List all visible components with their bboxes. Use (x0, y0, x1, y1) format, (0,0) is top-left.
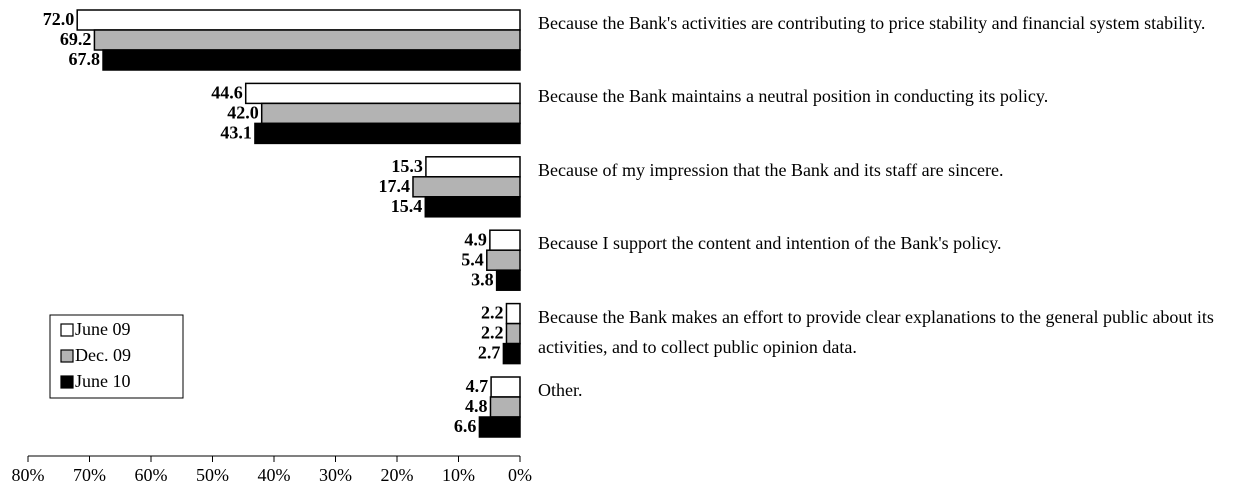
category-label: Because of my impression that the Bank a… (538, 159, 1004, 180)
bar (93, 29, 521, 51)
category-label: Because the Bank maintains a neutral pos… (538, 86, 1049, 107)
value-label: 17.4 (378, 176, 410, 196)
bar (478, 416, 521, 438)
bar (425, 156, 521, 178)
x-tick-label: 50% (196, 465, 229, 485)
value-label: 72.0 (43, 9, 75, 29)
value-label: 6.6 (454, 416, 477, 436)
bar (254, 122, 521, 145)
value-label: 15.3 (391, 156, 423, 176)
x-tick-label: 80% (12, 465, 45, 485)
bar (102, 49, 521, 71)
bar (424, 196, 521, 218)
bar (489, 229, 521, 251)
legend-swatch (60, 323, 74, 337)
x-tick-label: 0% (508, 465, 532, 485)
legend-label: Dec. 09 (75, 345, 131, 365)
value-label: 42.0 (227, 103, 259, 123)
category-label: Because I support the content and intent… (538, 233, 1002, 254)
bar (489, 396, 521, 418)
value-label: 44.6 (211, 83, 243, 103)
bar (412, 176, 521, 198)
legend-swatch (60, 349, 74, 363)
bar (495, 269, 521, 291)
value-label: 4.9 (464, 229, 487, 249)
value-label: 2.2 (481, 303, 504, 323)
bar (244, 82, 521, 105)
bar (486, 249, 521, 271)
value-label: 5.4 (461, 249, 484, 269)
value-label: 4.7 (466, 376, 489, 396)
bar (260, 102, 521, 125)
x-tick-label: 20% (381, 465, 414, 485)
value-label: 43.1 (220, 123, 252, 143)
x-tick-label: 30% (319, 465, 352, 485)
value-label: 2.7 (478, 343, 501, 363)
legend-label: June 10 (75, 371, 131, 391)
bar (505, 302, 521, 325)
bar (505, 322, 521, 345)
value-label: 2.2 (481, 323, 504, 343)
category-label: Other. (538, 380, 583, 400)
value-label: 3.8 (471, 269, 494, 289)
bar (490, 376, 521, 398)
value-label: 67.8 (69, 49, 101, 69)
bar (76, 9, 521, 31)
x-tick-label: 60% (135, 465, 168, 485)
value-label: 15.4 (391, 196, 423, 216)
value-label: 69.2 (60, 29, 92, 49)
legend-label: June 09 (75, 319, 131, 339)
value-label: 4.8 (465, 396, 488, 416)
legend-swatch (60, 375, 74, 389)
x-tick-label: 40% (258, 465, 291, 485)
x-tick-label: 10% (442, 465, 475, 485)
category-label: Because the Bank makes an effort to prov… (538, 306, 1214, 357)
bar (502, 342, 521, 365)
x-tick-label: 70% (73, 465, 106, 485)
category-label: Because the Bank's activities are contri… (538, 13, 1206, 33)
